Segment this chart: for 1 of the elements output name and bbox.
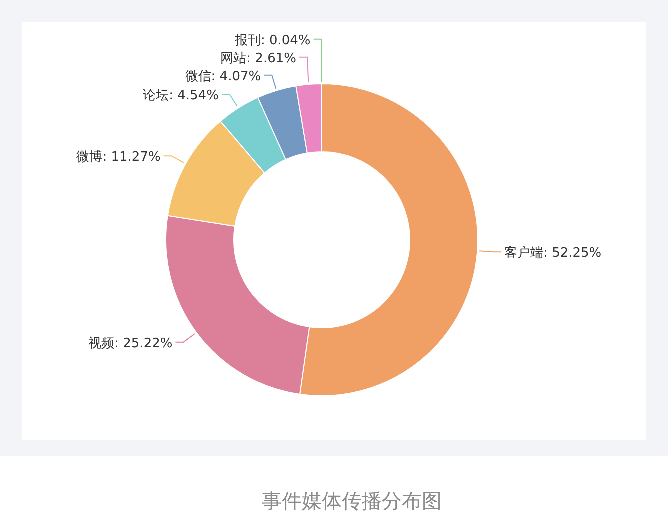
text: 事件媒体传播分布图: [262, 489, 442, 513]
